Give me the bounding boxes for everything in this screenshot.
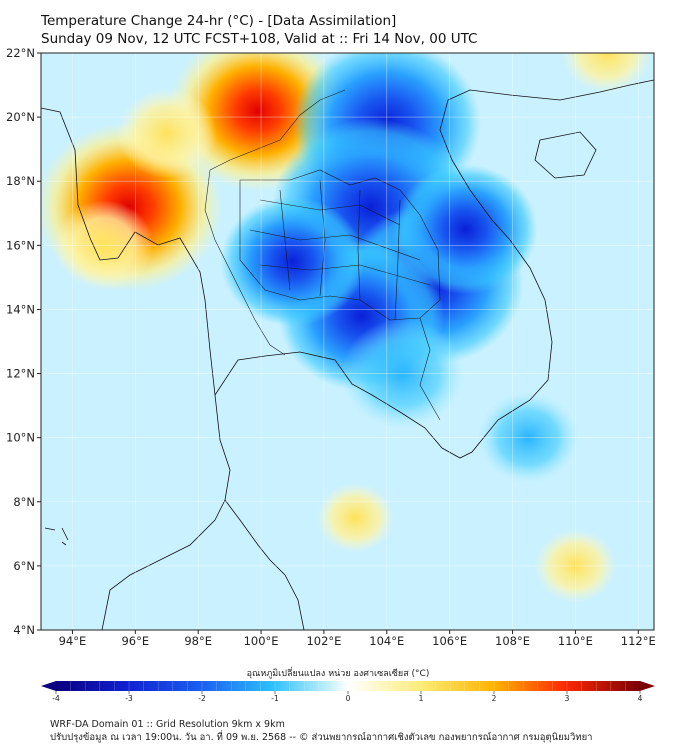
coastline-archipelago	[44, 527, 69, 546]
gridlines	[41, 53, 654, 630]
coastlines	[41, 79, 654, 630]
colorbar-tick-label: -4	[52, 694, 60, 703]
lat-label: 18°N	[6, 174, 35, 188]
colorbar-tick-label: -1	[271, 694, 279, 703]
longitude-axis: 94°E 96°E 98°E 100°E 102°E 104°E 106°E 108°E 110…	[59, 630, 656, 648]
colorbar-tick-label: 0	[346, 694, 351, 703]
lon-label: 96°E	[121, 634, 149, 648]
map-frame	[40, 52, 655, 631]
coastline-west	[101, 499, 226, 630]
lon-label: 100°E	[244, 634, 279, 648]
field-anomaly	[116, 88, 217, 179]
lon-label: 108°E	[495, 634, 530, 648]
field-anomaly	[316, 482, 395, 553]
lon-label: 112°E	[621, 634, 656, 648]
lon-label: 102°E	[306, 634, 341, 648]
colorbar-tick-label: -3	[125, 694, 133, 703]
lat-label: 6°N	[13, 559, 35, 573]
coastline-gulf	[214, 79, 654, 459]
colorbar-title: อุณหภูมิเปลี่ยนแปลง หน่วย องศาเซลเซียส (…	[246, 669, 430, 679]
colorbar-segments	[70, 681, 626, 691]
lat-label: 10°N	[6, 431, 35, 445]
colorbar-gradient	[56, 681, 640, 691]
lat-label: 8°N	[13, 495, 35, 509]
coastline-island	[534, 131, 597, 179]
colorbar-ticks: -4 -3 -2 -1 0 1 2 3 4	[52, 691, 643, 703]
latitude-axis: 22°N 20°N 18°N 16°N 14°N 12°N 10°N 8°N 6°N 4°N	[6, 46, 41, 637]
colorbar-tick-label: 4	[638, 694, 643, 703]
map-plot-area	[41, 53, 654, 630]
lon-label: 104°E	[369, 634, 404, 648]
lat-label: 4°N	[13, 623, 35, 637]
lon-label: 98°E	[184, 634, 212, 648]
admin-boundary-line	[419, 317, 441, 421]
admin-boundary-line	[204, 89, 346, 356]
lat-label: 20°N	[6, 110, 35, 124]
footer: WRF-DA Domain 01 :: Grid Resolution 9km …	[50, 718, 593, 744]
colorbar-tick-label: 1	[419, 694, 424, 703]
colorbar-tick-label: 3	[565, 694, 570, 703]
admin-boundaries	[204, 89, 441, 421]
field-anomaly	[561, 53, 653, 95]
colorbar-tick-label: 2	[492, 694, 497, 703]
chart-title-block: Temperature Change 24-hr (°C) - [Data As…	[41, 12, 477, 48]
colorbar-min-arrow	[41, 681, 56, 691]
colorbar-max-arrow	[640, 681, 655, 691]
field-anomaly	[393, 164, 538, 295]
chart-subtitle: Sunday 09 Nov, 12 UTC FCST+108, Valid at…	[41, 31, 478, 47]
admin-boundary-line	[279, 179, 401, 321]
lat-label: 22°N	[6, 46, 35, 60]
colorbar-tick-label: -2	[198, 694, 206, 703]
footer-credits: ปรับปรุงข้อมูล ณ เวลา 19:00น. วัน อา. ที…	[50, 732, 593, 743]
lat-label: 16°N	[6, 238, 35, 252]
lon-label: 106°E	[432, 634, 467, 648]
lon-label: 94°E	[59, 634, 87, 648]
field-anomaly	[220, 196, 365, 327]
footer-model-info: WRF-DA Domain 01 :: Grid Resolution 9km …	[50, 719, 285, 730]
lon-label: 110°E	[558, 634, 593, 648]
colorbar: -4 -3 -2 -1 0 1 2 3 4	[41, 681, 655, 703]
coastline-mainland	[41, 107, 305, 630]
lat-label: 14°N	[6, 302, 35, 316]
admin-boundary-line	[239, 169, 441, 321]
lat-label: 12°N	[6, 367, 35, 381]
chart-title: Temperature Change 24-hr (°C) - [Data As…	[41, 13, 397, 29]
